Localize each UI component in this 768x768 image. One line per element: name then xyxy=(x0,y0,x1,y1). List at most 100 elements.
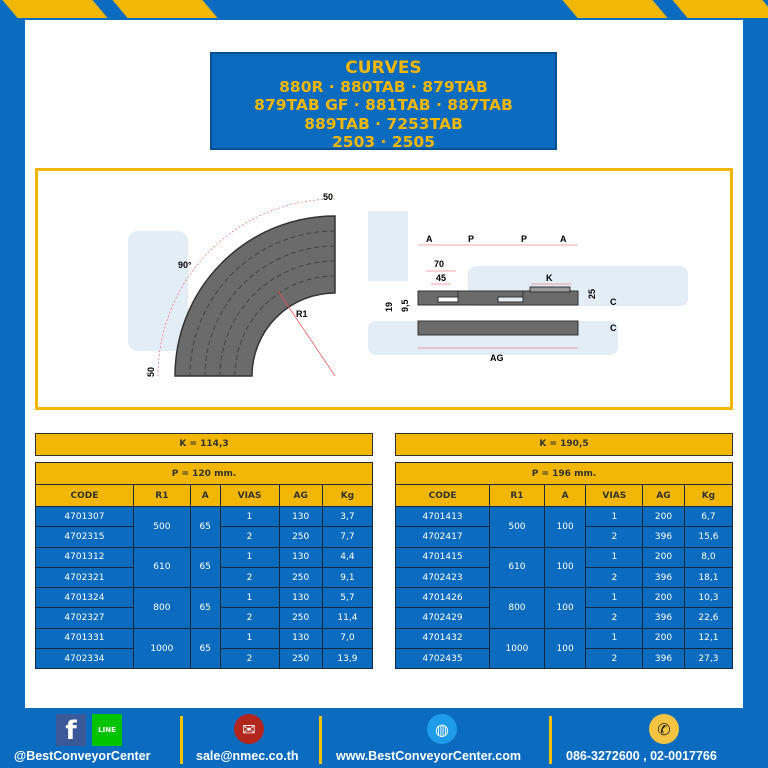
ag-cell: 396 xyxy=(642,566,685,589)
code-cell: 4702417 xyxy=(394,526,491,548)
dim-label: P xyxy=(521,234,527,244)
column-header: R1 xyxy=(132,484,191,507)
vias-cell: 1 xyxy=(219,505,280,528)
title-line: 879TAB GF · 881TAB · 887TAB xyxy=(254,96,513,114)
divider xyxy=(180,716,183,764)
kg-cell: 4,4 xyxy=(321,546,374,568)
phone-icon[interactable]: ✆ xyxy=(649,714,679,744)
title-line: 2503 · 2505 xyxy=(332,133,435,151)
kg-cell: 8,0 xyxy=(683,546,734,568)
table-row: 4702327 2 250 11,4 xyxy=(35,607,374,629)
dim-label: 19 xyxy=(384,302,394,312)
page-title: CURVES 880R · 880TAB · 879TAB 879TAB GF … xyxy=(210,52,557,151)
code-cell: 4702423 xyxy=(394,566,491,589)
ag-cell: 200 xyxy=(642,505,685,528)
kg-cell: 22,6 xyxy=(683,607,734,629)
code-cell: 4701307 xyxy=(35,505,134,528)
ag-cell: 396 xyxy=(642,648,685,670)
table-row: 4702315 2 250 7,7 xyxy=(35,526,374,548)
ag-cell: 130 xyxy=(278,587,323,609)
ag-cell: 200 xyxy=(642,546,685,568)
vias-cell: 2 xyxy=(219,648,280,670)
code-cell: 4702315 xyxy=(35,526,134,548)
code-cell: 4701415 xyxy=(394,546,491,568)
cross-section-bottom xyxy=(417,320,579,336)
table-row: 4701413 500 100 1 200 6,7 xyxy=(394,505,734,548)
kg-cell: 9,1 xyxy=(321,566,374,589)
website-link[interactable]: www.BestConveyorCenter.com xyxy=(336,749,522,763)
ag-cell: 130 xyxy=(278,505,323,528)
spec-table-k190: K = 190,5 P = 196 mm. CODE R1 A VIAS AG Kg 47014… xyxy=(394,433,734,670)
dim-label: P xyxy=(468,234,474,244)
ag-cell: 396 xyxy=(642,607,685,629)
code-cell: 4702321 xyxy=(35,566,134,589)
r1-cell: 500 xyxy=(489,506,545,548)
column-header: A xyxy=(189,484,221,507)
a-cell: 100 xyxy=(543,587,587,629)
table-row: 4701307 500 65 1 130 3,7 xyxy=(35,505,374,548)
title-line: 880R · 880TAB · 879TAB xyxy=(279,77,488,96)
curve-shape xyxy=(174,215,336,377)
vias-cell: 2 xyxy=(219,526,280,548)
code-cell: 4701324 xyxy=(35,587,134,609)
ag-cell: 130 xyxy=(278,627,323,650)
column-header: R1 xyxy=(489,484,545,507)
dim-label: AG xyxy=(490,353,504,363)
a-cell: 65 xyxy=(189,546,221,589)
code-cell: 4701413 xyxy=(394,505,491,528)
pitch-value: P = 196 mm. xyxy=(395,462,733,485)
curve-diagram: 50 50 90° R1 A P P A 70 45 K 19 9,5 25 C… xyxy=(35,168,733,410)
ag-cell: 250 xyxy=(278,607,323,629)
kg-cell: 10,3 xyxy=(683,587,734,609)
ag-cell: 250 xyxy=(278,526,323,548)
a-cell: 65 xyxy=(189,627,221,670)
vias-cell: 1 xyxy=(219,587,280,609)
dim-label: 9,5 xyxy=(400,299,410,312)
kg-cell: 11,4 xyxy=(321,607,374,629)
a-cell: 65 xyxy=(189,587,221,629)
vias-cell: 2 xyxy=(219,607,280,629)
r1-cell: 800 xyxy=(489,587,545,629)
table-row: 4701324 800 65 1 130 5,7 xyxy=(35,587,374,629)
vias-cell: 1 xyxy=(585,587,644,609)
ag-cell: 200 xyxy=(642,587,685,609)
dim-label: A xyxy=(560,234,567,244)
divider xyxy=(549,716,552,764)
kg-cell: 27,3 xyxy=(683,648,734,670)
r1-label: R1 xyxy=(296,309,308,319)
r1-cell: 610 xyxy=(132,546,191,589)
dim-label: 70 xyxy=(434,259,444,269)
kg-cell: 12,1 xyxy=(683,627,734,650)
dim-label: A xyxy=(426,234,433,244)
email-link[interactable]: sale@nmec.co.th xyxy=(196,749,299,763)
column-header: CODE xyxy=(35,484,134,507)
code-cell: 4702429 xyxy=(394,607,491,629)
a-cell: 100 xyxy=(543,627,587,670)
kg-cell: 5,7 xyxy=(321,587,374,609)
kg-cell: 18,1 xyxy=(683,566,734,589)
column-header: A xyxy=(543,484,587,507)
column-header: CODE xyxy=(394,484,491,507)
kg-cell: 15,6 xyxy=(683,526,734,548)
vias-cell: 2 xyxy=(219,566,280,589)
r1-cell: 1000 xyxy=(132,627,191,670)
social-handle[interactable]: @BestConveyorCenter xyxy=(14,749,151,763)
table-row: 4702435 2 396 27,3 xyxy=(394,648,734,670)
a-cell: 100 xyxy=(543,546,587,589)
ag-cell: 250 xyxy=(278,648,323,670)
kg-cell: 6,7 xyxy=(683,505,734,528)
table-row: 4702334 2 250 13,9 xyxy=(35,648,374,670)
column-header: VIAS xyxy=(219,484,280,507)
ag-cell: 250 xyxy=(278,566,323,589)
globe-icon[interactable]: ◍ xyxy=(427,714,457,744)
line-icon[interactable]: LINE xyxy=(92,714,122,746)
dim-label: 25 xyxy=(587,289,597,299)
a-cell: 65 xyxy=(189,506,221,548)
a-cell: 100 xyxy=(543,506,587,548)
column-header: VIAS xyxy=(585,484,644,507)
email-icon[interactable]: ✉ xyxy=(234,714,264,744)
code-cell: 4701426 xyxy=(394,587,491,609)
phone-numbers[interactable]: 086-3272600 , 02-0017766 xyxy=(566,749,717,763)
kg-cell: 7,7 xyxy=(321,526,374,548)
facebook-icon[interactable]: f xyxy=(56,714,86,746)
